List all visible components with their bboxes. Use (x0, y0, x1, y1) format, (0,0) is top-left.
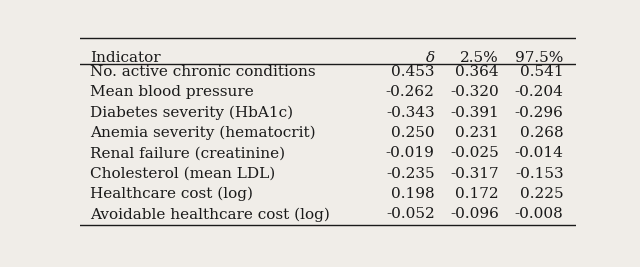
Text: 2.5%: 2.5% (460, 50, 499, 65)
Text: -0.096: -0.096 (451, 207, 499, 221)
Text: -0.008: -0.008 (515, 207, 564, 221)
Text: -0.391: -0.391 (451, 106, 499, 120)
Text: 0.453: 0.453 (391, 65, 435, 79)
Text: -0.014: -0.014 (515, 146, 564, 160)
Text: -0.025: -0.025 (451, 146, 499, 160)
Text: 0.364: 0.364 (456, 65, 499, 79)
Text: 0.541: 0.541 (520, 65, 564, 79)
Text: Anemia severity (hematocrit): Anemia severity (hematocrit) (90, 126, 316, 140)
Text: -0.052: -0.052 (386, 207, 435, 221)
Text: 97.5%: 97.5% (515, 50, 564, 65)
Text: Renal failure (creatinine): Renal failure (creatinine) (90, 146, 285, 160)
Text: -0.235: -0.235 (386, 167, 435, 181)
Text: -0.262: -0.262 (386, 85, 435, 99)
Text: Diabetes severity (HbA1c): Diabetes severity (HbA1c) (90, 106, 293, 120)
Text: 0.198: 0.198 (391, 187, 435, 201)
Text: Cholesterol (mean LDL): Cholesterol (mean LDL) (90, 167, 275, 181)
Text: No. active chronic conditions: No. active chronic conditions (90, 65, 316, 79)
Text: Mean blood pressure: Mean blood pressure (90, 85, 253, 99)
Text: 0.231: 0.231 (456, 126, 499, 140)
Text: -0.204: -0.204 (515, 85, 564, 99)
Text: -0.296: -0.296 (515, 106, 564, 120)
Text: 0.268: 0.268 (520, 126, 564, 140)
Text: Avoidable healthcare cost (log): Avoidable healthcare cost (log) (90, 207, 330, 222)
Text: 0.250: 0.250 (391, 126, 435, 140)
Text: -0.153: -0.153 (515, 167, 564, 181)
Text: -0.320: -0.320 (451, 85, 499, 99)
Text: -0.317: -0.317 (451, 167, 499, 181)
Text: 0.172: 0.172 (456, 187, 499, 201)
Text: -0.343: -0.343 (386, 106, 435, 120)
Text: Healthcare cost (log): Healthcare cost (log) (90, 187, 253, 201)
Text: Indicator: Indicator (90, 50, 161, 65)
Text: 0.225: 0.225 (520, 187, 564, 201)
Text: -0.019: -0.019 (386, 146, 435, 160)
Text: δ: δ (426, 50, 435, 65)
